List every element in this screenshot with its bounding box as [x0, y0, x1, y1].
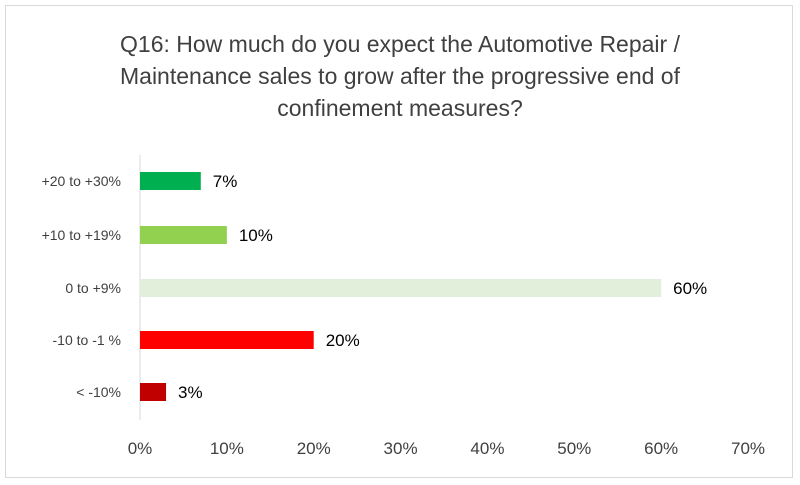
- category-label-4: < -10%: [76, 384, 121, 400]
- x-tick-label-4: 40%: [470, 439, 504, 458]
- data-label-2: 60%: [673, 279, 707, 298]
- chart-title: Q16: How much do you expect the Automoti…: [0, 28, 800, 124]
- data-label-1: 10%: [239, 226, 273, 245]
- bar-1: [140, 226, 227, 244]
- x-tick-label-6: 60%: [644, 439, 678, 458]
- x-tick-label-2: 20%: [297, 439, 331, 458]
- category-label-3: -10 to -1 %: [53, 332, 121, 348]
- x-tick-label-0: 0%: [128, 439, 153, 458]
- x-tick-label-1: 10%: [210, 439, 244, 458]
- bar-3: [140, 331, 314, 349]
- chart-frame: [5, 5, 793, 478]
- category-label-1: +10 to +19%: [42, 227, 121, 243]
- x-tick-label-7: 70%: [731, 439, 765, 458]
- data-label-0: 7%: [213, 172, 238, 191]
- bar-2: [140, 279, 662, 297]
- chart-title-line-2: Maintenance sales to grow after the prog…: [120, 63, 680, 89]
- bar-0: [140, 172, 201, 190]
- chart-title-line-3: confinement measures?: [277, 95, 523, 121]
- data-label-4: 3%: [178, 383, 203, 402]
- data-label-3: 20%: [326, 331, 360, 350]
- x-tick-label-5: 50%: [557, 439, 591, 458]
- bar-4: [140, 383, 167, 401]
- category-label-2: 0 to +9%: [65, 280, 121, 296]
- chart-title-line-1: Q16: How much do you expect the Automoti…: [120, 31, 680, 57]
- x-tick-label-3: 30%: [384, 439, 418, 458]
- category-label-0: +20 to +30%: [42, 173, 121, 189]
